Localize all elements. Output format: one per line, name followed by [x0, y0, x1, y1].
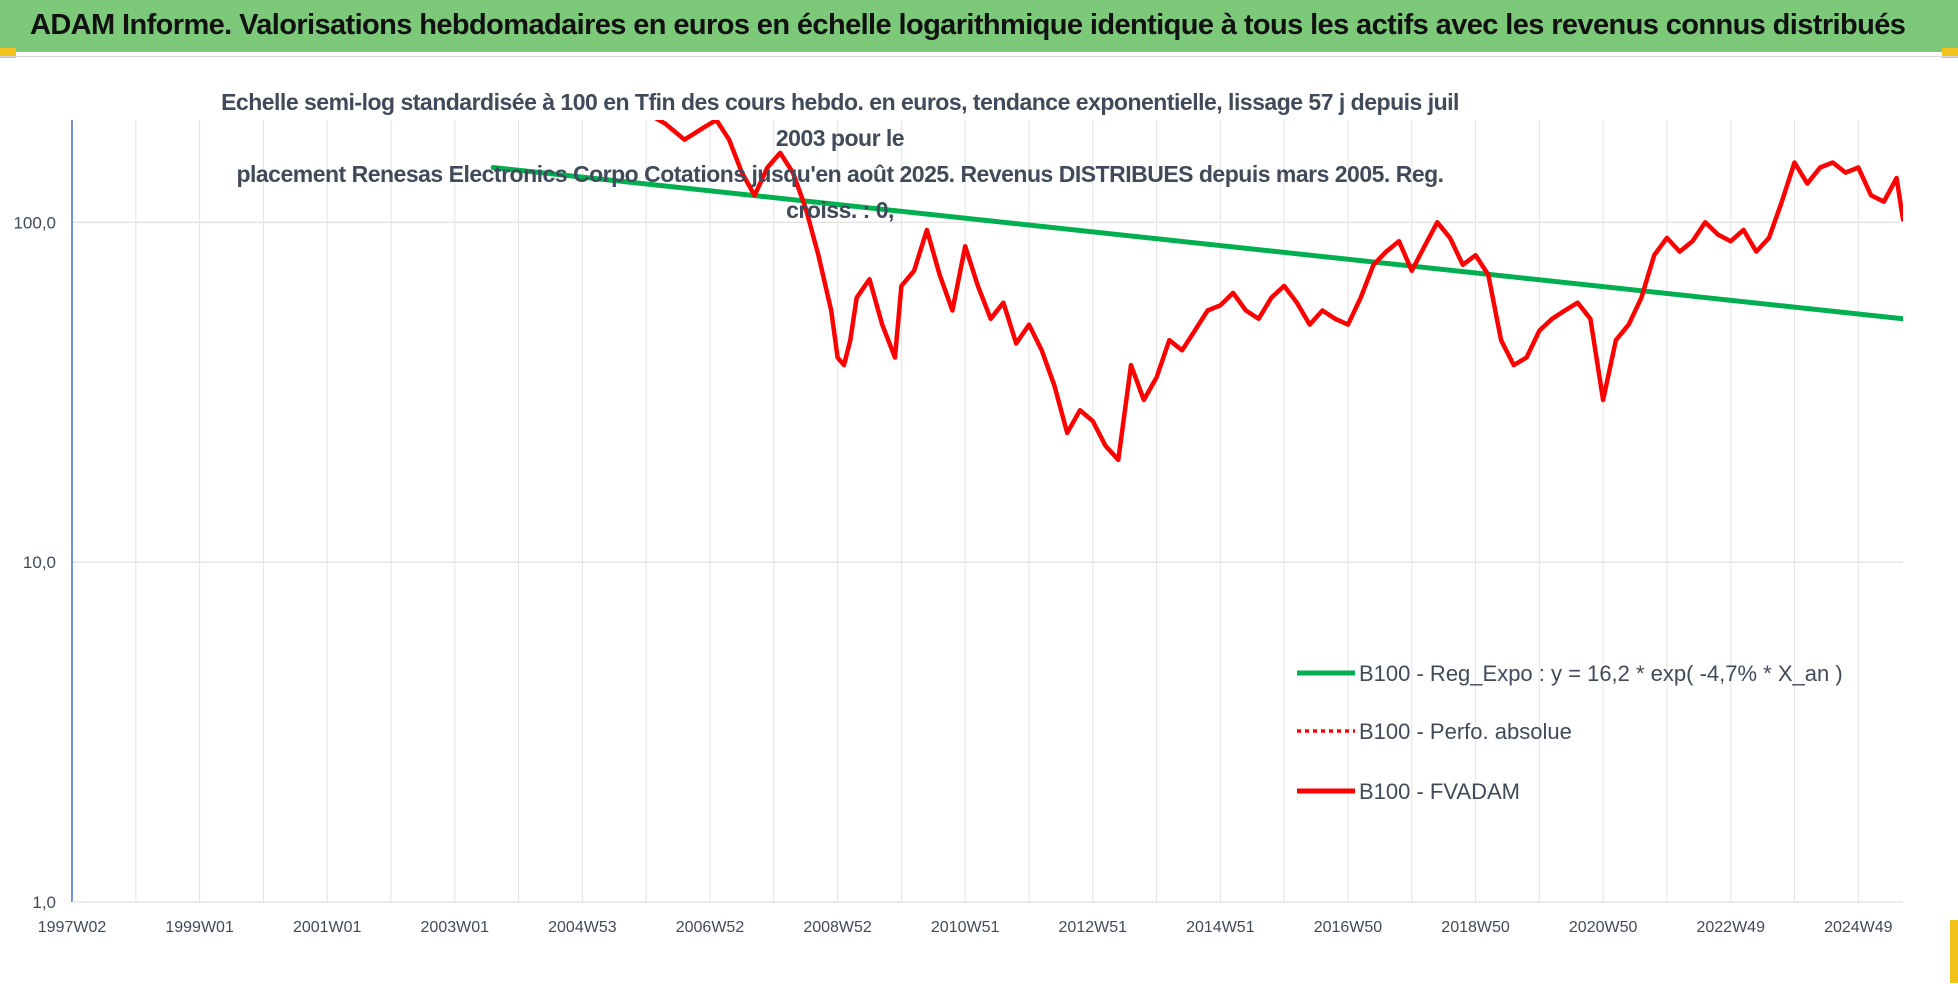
legend-label: B100 - FVADAM: [1359, 779, 1520, 804]
x-tick-label: 2022W49: [1696, 919, 1765, 936]
x-tick-label: 2024W49: [1824, 919, 1893, 936]
x-tick-label: 2008W52: [803, 919, 872, 936]
y-tick-label: 1,0: [32, 893, 56, 912]
series-line-fvadam: [654, 120, 1903, 463]
x-tick-label: 2004W53: [548, 919, 617, 936]
title-banner: ADAM Informe. Valorisations hebdomadaire…: [0, 0, 1958, 52]
chart-subtitle: Echelle semi-log standardisée à 100 en T…: [200, 84, 1480, 228]
chart-area: [0, 56, 1958, 984]
x-tick-label: 2001W01: [293, 919, 362, 936]
x-tick-label: 2016W50: [1314, 919, 1383, 936]
banner-title: ADAM Informe. Valorisations hebdomadaire…: [30, 9, 1906, 41]
series-line-reg-expo: [490, 165, 1903, 322]
x-tick-label: 1999W01: [165, 919, 234, 936]
corner-marker-bottom-right: [1950, 920, 1958, 983]
chart-subtitle-line-2: placement Renesas Electronics Corpo Cota…: [236, 161, 1444, 223]
x-tick-label: 2006W52: [676, 919, 745, 936]
y-tick-label: 100,0: [13, 213, 56, 232]
grid-layer: [72, 120, 1903, 903]
x-tick-label: 2003W01: [421, 919, 490, 936]
axis-layer: 1,0 10,0 100,0 1997W02 1999W01 2001W01 2003W01…: [13, 120, 1903, 936]
x-tick-label: 2020W50: [1569, 919, 1638, 936]
x-tick-label: 2012W51: [1059, 919, 1128, 936]
corner-marker-top-left: [0, 48, 16, 58]
x-tick-label: 1997W02: [38, 919, 107, 936]
legend-layer: B100 - Reg_Expo : y = 16,2 * exp( -4,7% …: [1297, 661, 1843, 804]
y-tick-label: 10,0: [23, 553, 56, 572]
legend-label: B100 - Perfo. absolue: [1359, 719, 1572, 744]
x-tick-label: 2018W50: [1441, 919, 1510, 936]
legend-label: B100 - Reg_Expo : y = 16,2 * exp( -4,7% …: [1359, 661, 1843, 686]
x-tick-label: 2010W51: [931, 919, 1000, 936]
series-layer: [490, 120, 1903, 463]
x-tick-label: 2014W51: [1186, 919, 1255, 936]
chart-subtitle-line-1: Echelle semi-log standardisée à 100 en T…: [221, 89, 1459, 151]
corner-marker-top-right: [1942, 48, 1958, 58]
